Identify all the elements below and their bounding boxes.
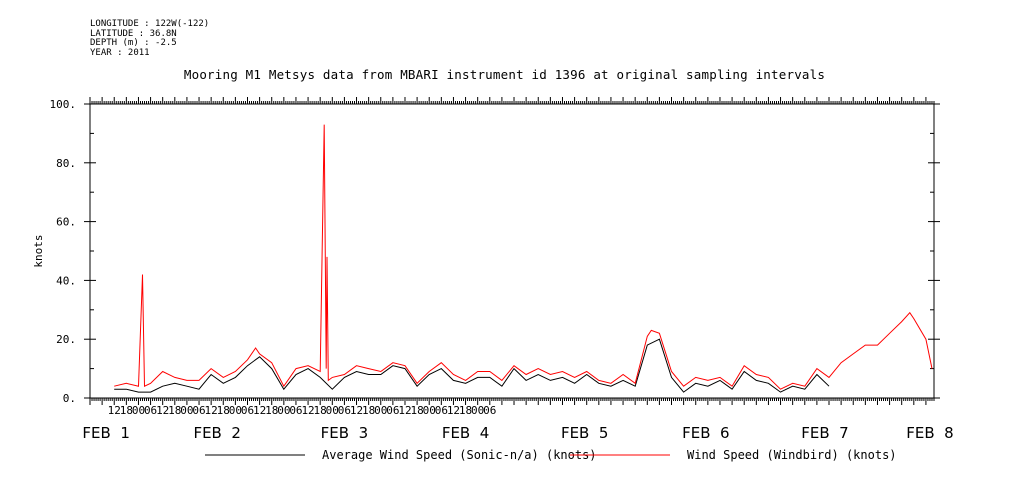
longitude-text: LONGITUDE : 122W(-122) [90,19,210,29]
x-hour-label: 00 [180,404,193,417]
x-hour-label: 18 [459,404,472,417]
x-date-label: FEB 4 [442,424,489,442]
x-hour-label: 06 [192,404,205,417]
metadata-block: LONGITUDE : 122W(-122) LATITUDE : 36.8N … [90,19,210,58]
x-hour-label: 06 [241,404,254,417]
x-date-label: FEB 7 [801,424,848,442]
depth-text: DEPTH (m) : -2.5 [90,38,177,48]
x-hour-label: 12 [350,404,363,417]
x-hour-label: 12 [156,404,169,417]
y-tick-label: 20. [56,333,76,346]
y-tick-label: 100. [50,98,77,111]
x-hour-label: 18 [120,404,133,417]
x-date-label: FEB 1 [82,424,129,442]
x-hour-label: 18 [217,404,230,417]
x-hour-label: 00 [229,404,242,417]
x-hour-label: 00 [132,404,145,417]
y-tick-label: 40. [56,274,76,287]
x-hour-label: 06 [483,404,496,417]
x-hour-label: 06 [338,404,351,417]
x-date-label: FEB 6 [682,424,729,442]
y-axis-label: knots [32,234,45,267]
series-line-average-wind-speed [114,338,830,393]
latitude-text: LATITUDE : 36.8N [90,28,177,39]
x-hour-label: 12 [253,404,266,417]
chart-title: Mooring M1 Metsys data from MBARI instru… [183,67,826,82]
year-text: YEAR : 2011 [90,47,150,58]
x-hour-label: 06 [289,404,302,417]
series-line-windbird-wind-speed [114,124,933,390]
x-date-label: FEB 8 [906,424,953,442]
x-hour-label: 12 [447,404,460,417]
y-tick-label: 80. [56,157,76,170]
legend-label-average-wind-speed: Average Wind Speed (Sonic-n/a) (knots) [322,448,597,462]
x-hour-label: 12 [205,404,218,417]
x-hour-label: 12 [301,404,314,417]
x-hour-label: 18 [265,404,278,417]
x-hour-label: 00 [277,404,290,417]
x-date-label: FEB 3 [321,424,368,442]
x-hour-label: 12 [108,404,121,417]
x-hour-label: 06 [386,404,399,417]
x-hour-label: 06 [435,404,448,417]
x-hour-label: 12 [398,404,411,417]
x-hour-label: 00 [374,404,387,417]
x-date-label: FEB 2 [193,424,240,442]
x-hour-label: 18 [410,404,423,417]
x-hour-label: 18 [362,404,375,417]
x-hour-label: 18 [314,404,327,417]
legend-label-windbird-wind-speed: Wind Speed (Windbird) (knots) [687,448,897,462]
plot-frame [89,103,935,399]
x-date-label: FEB 5 [561,424,608,442]
y-tick-label: 0. [63,392,76,405]
x-hour-label: 06 [144,404,157,417]
x-hour-label: 18 [168,404,181,417]
x-hour-label: 00 [423,404,436,417]
y-tick-label: 60. [56,216,76,229]
x-hour-label: 00 [326,404,339,417]
x-hour-label: 00 [471,404,484,417]
